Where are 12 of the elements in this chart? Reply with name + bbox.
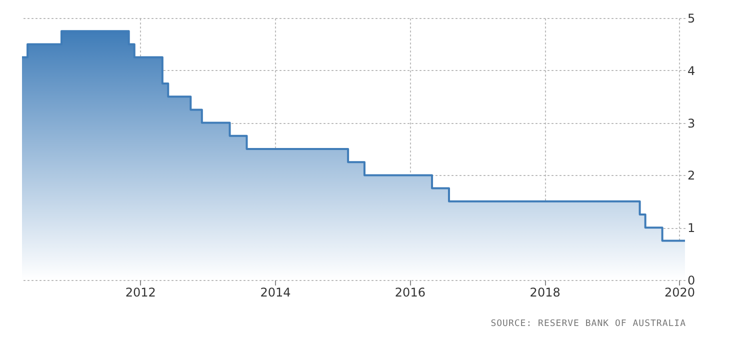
y-tick-label: 2 [688, 168, 696, 183]
x-tick-label: 2012 [125, 286, 156, 300]
x-tick-label: 2020 [664, 286, 696, 300]
y-tick-label: 1 [688, 221, 696, 236]
y-tick-label: 5 [688, 12, 696, 26]
x-tick-label: 2014 [260, 286, 291, 300]
y-tick-label: 3 [688, 116, 696, 130]
x-tick-label: 2018 [530, 286, 560, 300]
source-note: SOURCE: RESERVE BANK OF AUSTRALIA [490, 319, 686, 329]
y-tick-label: 0 [688, 274, 696, 288]
y-tick-label: 4 [688, 64, 696, 78]
x-tick-label: 2016 [394, 286, 426, 300]
